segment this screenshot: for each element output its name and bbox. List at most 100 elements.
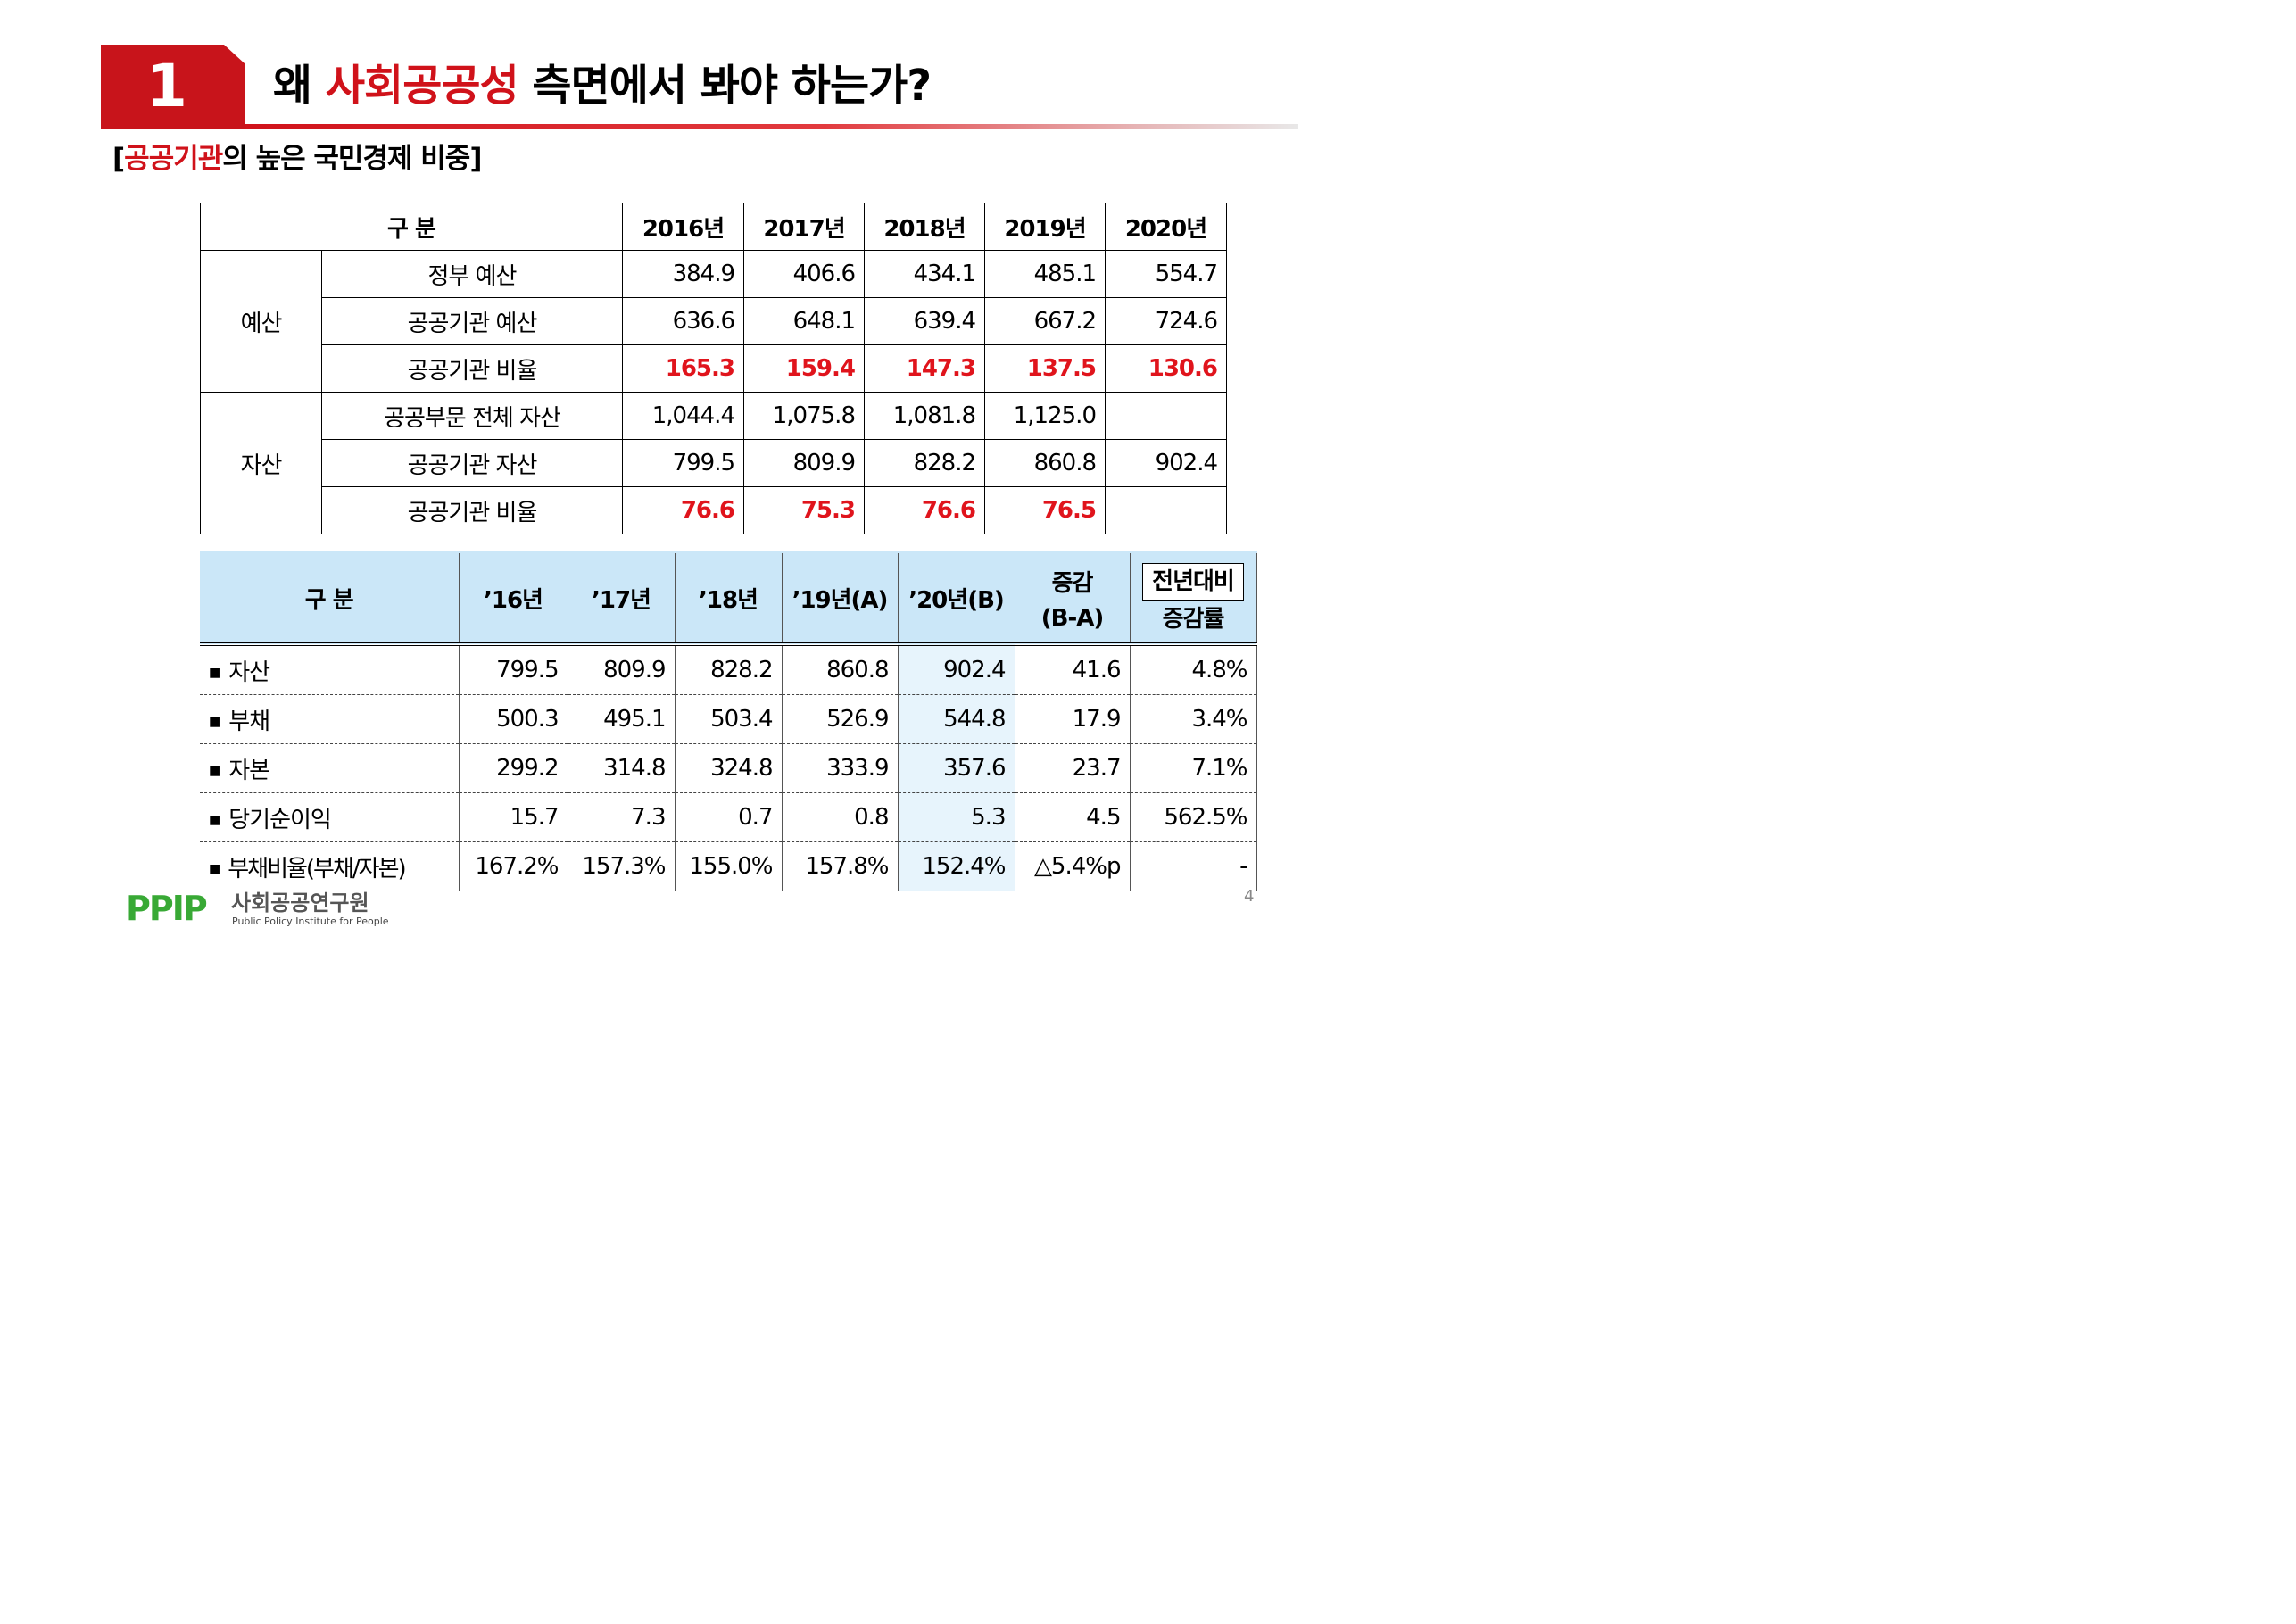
- row-label-cell: ■ 부채비율(부채/자본): [200, 841, 460, 891]
- row-label-cell: ■ 자본: [200, 743, 460, 793]
- row-label: 자산: [228, 659, 270, 686]
- cell-value-highlight: 159.4: [743, 344, 865, 393]
- cell-value: 828.2: [864, 439, 985, 487]
- row-label: 부채비율(부채/자본): [228, 855, 406, 882]
- header-year: ’16년: [458, 551, 568, 646]
- cell-value: 384.9: [622, 250, 744, 298]
- bullet-icon: ■: [209, 862, 220, 876]
- title-highlight: 사회공공성: [325, 61, 519, 111]
- header-change-line2: (B-A): [1040, 604, 1105, 632]
- cell-value: 902.4: [897, 644, 1015, 695]
- table-header-row: 구 분 ’16년 ’17년 ’18년 ’19년(A) ’20년(B) 증감 (B…: [200, 551, 1257, 646]
- row-label: 당기순이익: [228, 806, 332, 833]
- row-item: 정부 예산: [321, 250, 623, 298]
- cell-change: △5.4%p: [1014, 841, 1131, 891]
- section-subtitle: [공공기관의 높은 국민경제 비중]: [112, 136, 483, 182]
- bullet-icon: ■: [209, 715, 220, 729]
- group-label: 자산: [200, 392, 322, 534]
- table-row: ■ 자산 799.5 809.9 828.2 860.8 902.4 41.6 4…: [200, 644, 1257, 695]
- subtitle-rest: 의 높은 국민경제 비중]: [222, 143, 482, 175]
- header-year: ’19년(A): [781, 551, 899, 646]
- cell-value: 314.8: [567, 743, 676, 793]
- header-category: 구 분: [200, 551, 460, 646]
- cell-value-highlight: 137.5: [984, 344, 1106, 393]
- cell-value-highlight: [1105, 486, 1227, 534]
- table-row: 자산 공공부문 전체 자산 1,044.4 1,075.8 1,081.8 1,…: [200, 392, 1227, 534]
- cell-value: 1,125.0: [984, 392, 1106, 440]
- cell-change: 4.5: [1014, 792, 1131, 842]
- section-number: 1: [146, 52, 187, 120]
- logo-korean-name: 사회공공연구원: [231, 891, 369, 916]
- cell-value: 15.7: [458, 792, 568, 842]
- table-row: ■ 자본 299.2 314.8 324.8 333.9 357.6 23.7 7…: [200, 743, 1257, 793]
- cell-value: 333.9: [781, 743, 899, 793]
- financial-status-table: 구 분 ’16년 ’17년 ’18년 ’19년(A) ’20년(B) 증감 (B…: [200, 551, 1257, 891]
- cell-value: 7.3: [567, 792, 676, 842]
- header-year: ’18년: [674, 551, 783, 646]
- cell-value: 157.3%: [567, 841, 676, 891]
- table-row: 공공기관 예산 636.6 648.1 639.4 667.2 724.6: [201, 297, 1227, 345]
- header-change-line1: 증감: [1051, 569, 1094, 597]
- table-row: ■ 당기순이익 15.7 7.3 0.7 0.8 5.3 4.5 562.5%: [200, 792, 1257, 842]
- cell-value-highlight: 130.6: [1105, 344, 1227, 393]
- cell-value: 500.3: [458, 694, 568, 744]
- cell-value: 724.6: [1105, 297, 1227, 345]
- cell-rate: 7.1%: [1129, 743, 1257, 793]
- budget-assets-table: 구 분 2016년 2017년 2018년 2019년 2020년 예산 정부 …: [200, 203, 1227, 534]
- cell-value: 860.8: [984, 439, 1106, 487]
- row-item: 공공부문 전체 자산: [321, 392, 623, 440]
- title-suffix: 측면에서 봐야 하는가?: [518, 61, 932, 111]
- header-change: 증감 (B-A): [1014, 551, 1131, 646]
- cell-value: 434.1: [864, 250, 985, 298]
- row-label: 부채: [228, 708, 270, 735]
- row-label-cell: ■ 자산: [200, 644, 460, 695]
- cell-value: [1105, 392, 1227, 440]
- cell-value: 0.8: [781, 792, 899, 842]
- header-year: 2017년: [743, 203, 865, 251]
- cell-value: 495.1: [567, 694, 676, 744]
- cell-change: 23.7: [1014, 743, 1131, 793]
- cell-value-highlight: 165.3: [622, 344, 744, 393]
- cell-value: 324.8: [674, 743, 783, 793]
- cell-change: 17.9: [1014, 694, 1131, 744]
- page-title: 왜 사회공공성 측면에서 봐야 하는가?: [273, 52, 932, 120]
- cell-rate: 4.8%: [1129, 644, 1257, 695]
- cell-value: 1,075.8: [743, 392, 865, 440]
- cell-value: 828.2: [674, 644, 783, 695]
- cell-rate: 3.4%: [1129, 694, 1257, 744]
- cell-value: 902.4: [1105, 439, 1227, 487]
- cell-rate: -: [1129, 841, 1257, 891]
- title-underline: [245, 124, 1298, 129]
- header-year: ’20년(B): [897, 551, 1015, 646]
- subtitle-highlight: 공공기관: [124, 143, 223, 175]
- cell-value: 636.6: [622, 297, 744, 345]
- table-row: 공공기관 비율 165.3 159.4 147.3 137.5 130.6: [201, 344, 1227, 393]
- row-label-cell: ■ 부채: [200, 694, 460, 744]
- title-prefix: 왜: [273, 61, 326, 111]
- table-header-row: 구 분 2016년 2017년 2018년 2019년 2020년: [200, 203, 1227, 251]
- cell-value: 0.7: [674, 792, 783, 842]
- page-number: 4: [1244, 887, 1255, 906]
- table-row: ■ 부채 500.3 495.1 503.4 526.9 544.8 17.9 3…: [200, 694, 1257, 744]
- cell-value: 799.5: [622, 439, 744, 487]
- header-year: 2019년: [984, 203, 1106, 251]
- cell-value-highlight: 147.3: [864, 344, 985, 393]
- cell-value: 799.5: [458, 644, 568, 695]
- header-rate: 전년대비 증감률: [1129, 551, 1257, 646]
- logo-mark: PPIP: [126, 889, 208, 928]
- cell-value: 167.2%: [458, 841, 568, 891]
- row-item: 공공기관 비율: [321, 344, 623, 393]
- table-row: 공공기관 자산 799.5 809.9 828.2 860.8 902.4: [201, 439, 1227, 487]
- cell-value: 299.2: [458, 743, 568, 793]
- cell-value: 526.9: [781, 694, 899, 744]
- row-item: 공공기관 비율: [321, 486, 623, 534]
- header-year: ’17년: [567, 551, 676, 646]
- header-category: 구 분: [200, 203, 623, 251]
- table-row: 공공기관 비율 76.6 75.3 76.6 76.5: [201, 486, 1227, 534]
- cell-change: 41.6: [1014, 644, 1131, 695]
- header-rate-line2: 증감률: [1162, 605, 1225, 633]
- cell-value: 406.6: [743, 250, 865, 298]
- cell-value: 667.2: [984, 297, 1106, 345]
- cell-value: 157.8%: [781, 841, 899, 891]
- header-year: 2016년: [622, 203, 744, 251]
